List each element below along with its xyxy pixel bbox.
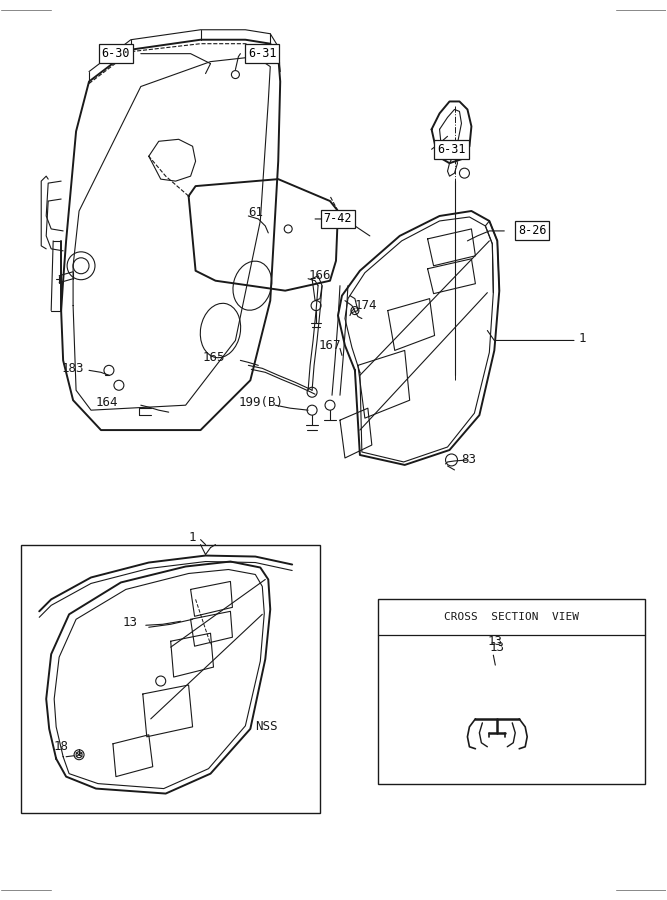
Text: CROSS  SECTION  VIEW: CROSS SECTION VIEW: [444, 612, 579, 622]
Text: NSS: NSS: [255, 720, 278, 733]
Text: 7-42: 7-42: [323, 212, 352, 226]
Text: 199(B): 199(B): [238, 396, 283, 409]
Text: 83: 83: [462, 454, 476, 466]
Text: 166: 166: [308, 269, 331, 283]
Text: 6-31: 6-31: [438, 143, 466, 156]
Text: 13: 13: [123, 616, 138, 629]
Text: 183: 183: [61, 362, 83, 374]
Bar: [378, 599, 645, 784]
Text: 174: 174: [355, 299, 378, 312]
Text: 167: 167: [318, 339, 341, 352]
Text: 6-31: 6-31: [248, 47, 277, 60]
Text: 18: 18: [53, 741, 68, 753]
Text: 165: 165: [203, 351, 225, 364]
Text: 1: 1: [189, 531, 196, 544]
Text: 13: 13: [490, 641, 504, 653]
Text: 61: 61: [248, 206, 263, 220]
Text: 13: 13: [488, 634, 502, 648]
Text: 6-30: 6-30: [101, 47, 130, 60]
Text: 164: 164: [96, 396, 119, 409]
Text: 8-26: 8-26: [518, 224, 546, 238]
Text: 1: 1: [579, 332, 586, 345]
Bar: [21, 544, 320, 814]
